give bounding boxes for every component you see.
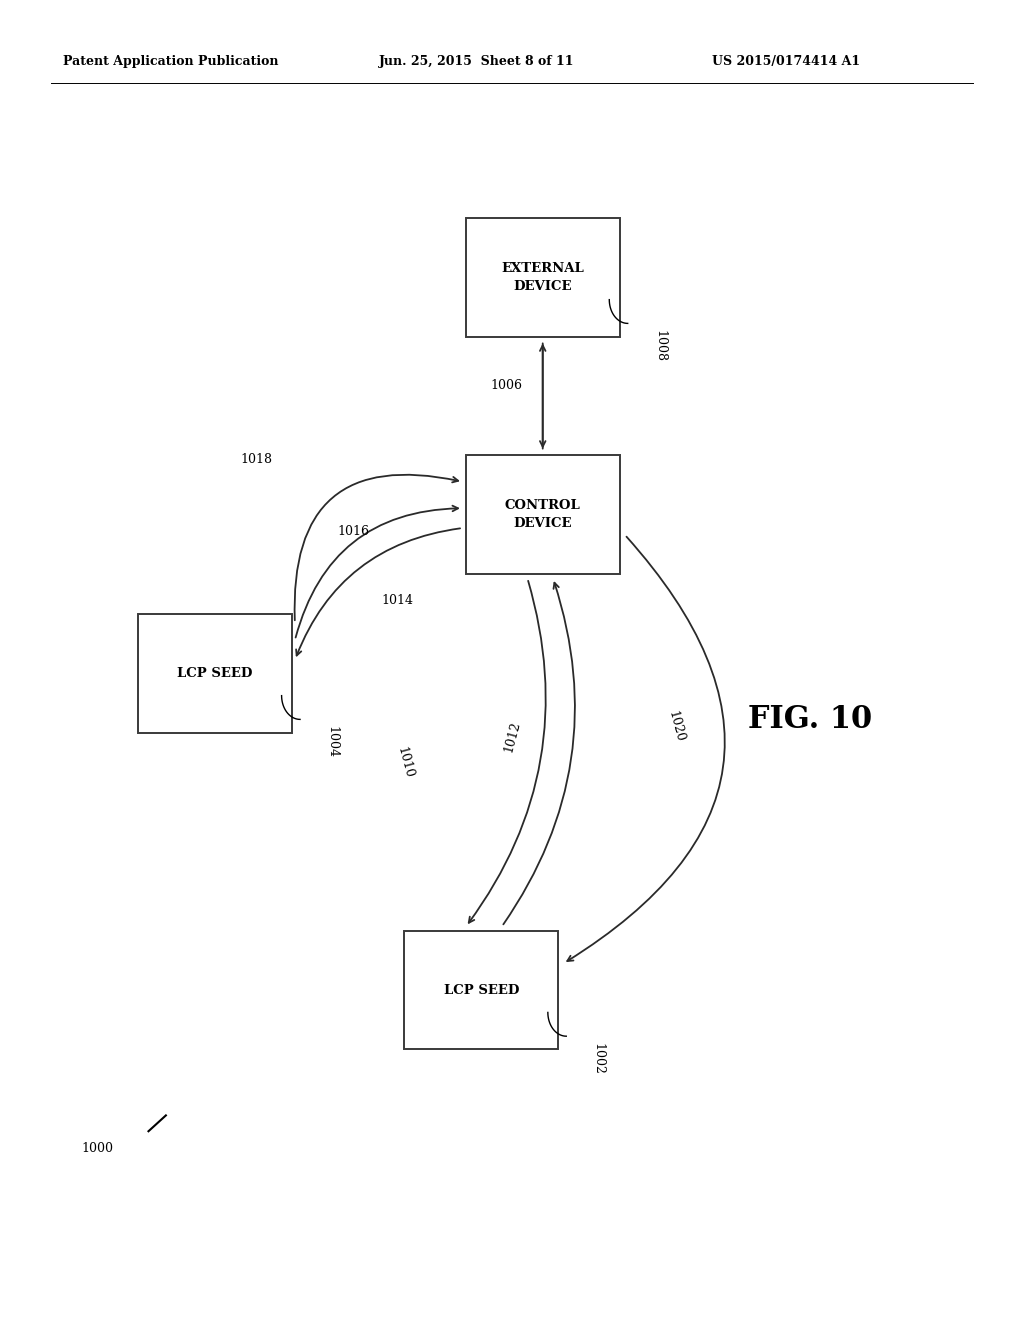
Text: 1008: 1008 [653,330,667,362]
Text: 1018: 1018 [240,453,272,466]
Text: LCP SEED: LCP SEED [177,667,253,680]
FancyBboxPatch shape [404,931,558,1049]
Text: 1020: 1020 [666,709,686,743]
Text: EXTERNAL
DEVICE: EXTERNAL DEVICE [502,261,584,293]
Text: 1016: 1016 [337,525,370,539]
Text: LCP SEED: LCP SEED [443,983,519,997]
Text: 1006: 1006 [490,379,523,392]
Text: 1002: 1002 [592,1043,605,1074]
Text: 1010: 1010 [394,746,415,780]
FancyBboxPatch shape [138,614,292,733]
Text: 1014: 1014 [381,594,414,607]
Text: Jun. 25, 2015  Sheet 8 of 11: Jun. 25, 2015 Sheet 8 of 11 [379,55,574,69]
Text: 1012: 1012 [502,719,522,754]
Text: 1004: 1004 [326,726,339,758]
FancyBboxPatch shape [466,455,620,574]
Text: 1000: 1000 [82,1142,114,1155]
FancyBboxPatch shape [466,218,620,337]
Text: FIG. 10: FIG. 10 [748,704,871,735]
Text: Patent Application Publication: Patent Application Publication [63,55,279,69]
Text: US 2015/0174414 A1: US 2015/0174414 A1 [712,55,860,69]
Text: CONTROL
DEVICE: CONTROL DEVICE [505,499,581,531]
